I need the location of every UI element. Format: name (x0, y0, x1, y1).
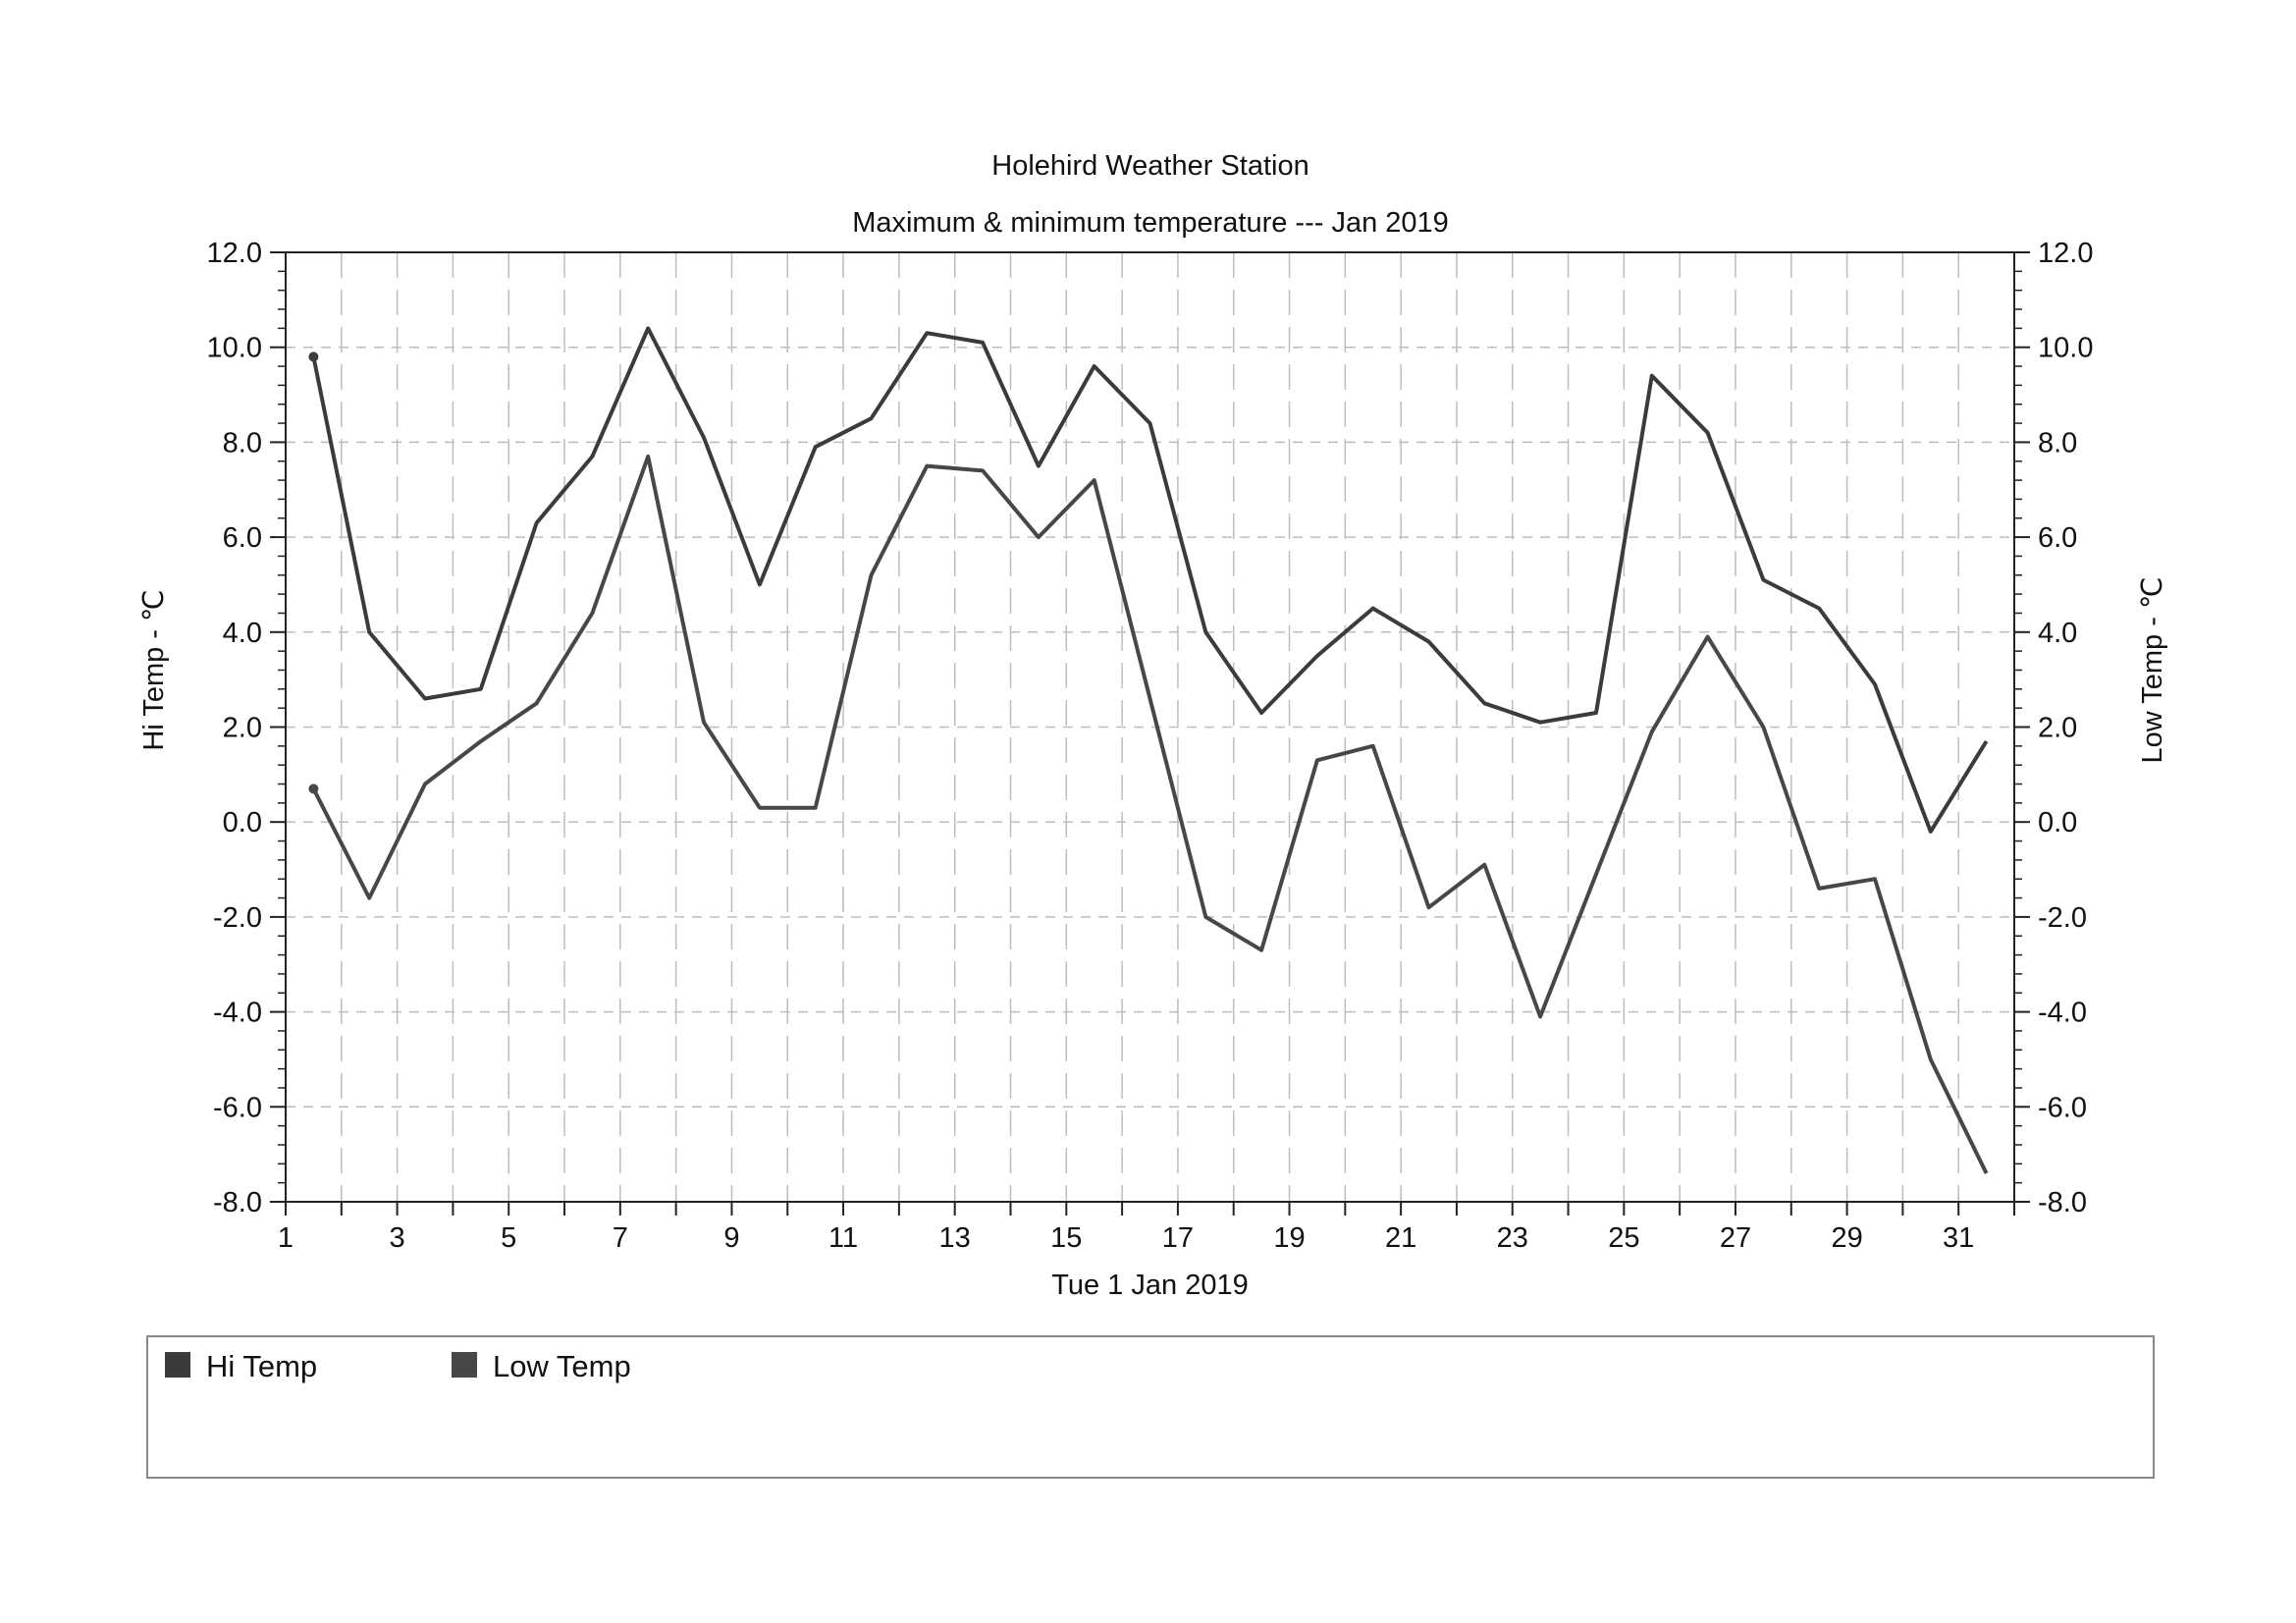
x-tick-label: 1 (278, 1222, 294, 1254)
chart-subtitle: Maximum & minimum temperature --- Jan 20… (852, 207, 1449, 239)
y-tick-label-right: 4.0 (2038, 618, 2077, 649)
legend-items: Hi Temp Low Temp (165, 1349, 631, 1383)
y-tick-label-left: 4.0 (223, 618, 262, 649)
x-tick-label: 11 (828, 1222, 858, 1254)
x-tick-label: 13 (939, 1222, 971, 1254)
x-tick-label: 15 (1050, 1222, 1082, 1254)
y-tick-label-right: -4.0 (2038, 998, 2087, 1029)
data-point-hi-temp (308, 352, 319, 362)
y-tick-label-left: 2.0 (223, 713, 262, 744)
y-tick-label-left: 10.0 (207, 333, 262, 364)
y-tick-label-left: -8.0 (213, 1187, 262, 1218)
x-tick-label: 7 (613, 1222, 628, 1254)
axes: 12.0 12.010.0 10.08.0 8.06.0 6.04.0 4.02.0 2.0… (207, 238, 2094, 1254)
y-axis-title-right: Low Temp - ℃ (2137, 576, 2168, 763)
y-tick-label-right: 10.0 (2038, 333, 2093, 364)
y-tick-label-left: 12.0 (207, 238, 262, 269)
legend-item-low-temp: Low Temp (452, 1349, 631, 1383)
series-line-hi-temp (311, 326, 1989, 834)
x-tick-label: 9 (723, 1222, 739, 1254)
data-point-low-temp (308, 784, 319, 794)
legend-label-hi-temp: Hi Temp (206, 1349, 317, 1383)
y-tick-label-right: 0.0 (2038, 807, 2077, 839)
y-tick-label-left: 6.0 (223, 522, 262, 554)
x-tick-label: 21 (1385, 1222, 1416, 1254)
x-tick-label: 27 (1720, 1222, 1751, 1254)
y-tick-label-left: -2.0 (213, 902, 262, 934)
legend-label-low-temp: Low Temp (493, 1349, 631, 1383)
y-axis-title-left: Hi Temp - ℃ (138, 589, 170, 750)
y-tick-label-right: 12.0 (2038, 238, 2093, 269)
y-tick-label-right: -8.0 (2038, 1187, 2087, 1218)
y-tick-label-left: -4.0 (213, 998, 262, 1029)
x-tick-label: 29 (1831, 1222, 1862, 1254)
legend (146, 1335, 2155, 1479)
legend-swatch-hi-temp (165, 1352, 190, 1378)
x-tick-label: 23 (1497, 1222, 1528, 1254)
legend-swatch-low-temp (452, 1352, 477, 1378)
x-axis-title: Tue 1 Jan 2019 (1051, 1270, 1248, 1301)
y-tick-label-right: 6.0 (2038, 522, 2077, 554)
x-tick-label: 17 (1162, 1222, 1194, 1254)
grid (286, 252, 2014, 1202)
y-tick-label-left: -6.0 (213, 1092, 262, 1123)
x-tick-label: 3 (390, 1222, 405, 1254)
y-tick-label-right: -2.0 (2038, 902, 2087, 934)
x-tick-label: 5 (501, 1222, 516, 1254)
series-line-low-temp (311, 454, 1989, 1174)
x-tick-label: 31 (1943, 1222, 1974, 1254)
chart-title: Holehird Weather Station (991, 150, 1308, 182)
y-tick-label-right: 2.0 (2038, 713, 2077, 744)
legend-item-hi-temp: Hi Temp (165, 1349, 317, 1383)
x-tick-label: 25 (1608, 1222, 1639, 1254)
series-layer (308, 326, 1989, 1174)
x-tick-label: 19 (1273, 1222, 1305, 1254)
y-tick-label-left: 8.0 (223, 427, 262, 459)
y-tick-label-right: -6.0 (2038, 1092, 2087, 1123)
y-tick-label-right: 8.0 (2038, 427, 2077, 459)
y-tick-label-left: 0.0 (223, 807, 262, 839)
